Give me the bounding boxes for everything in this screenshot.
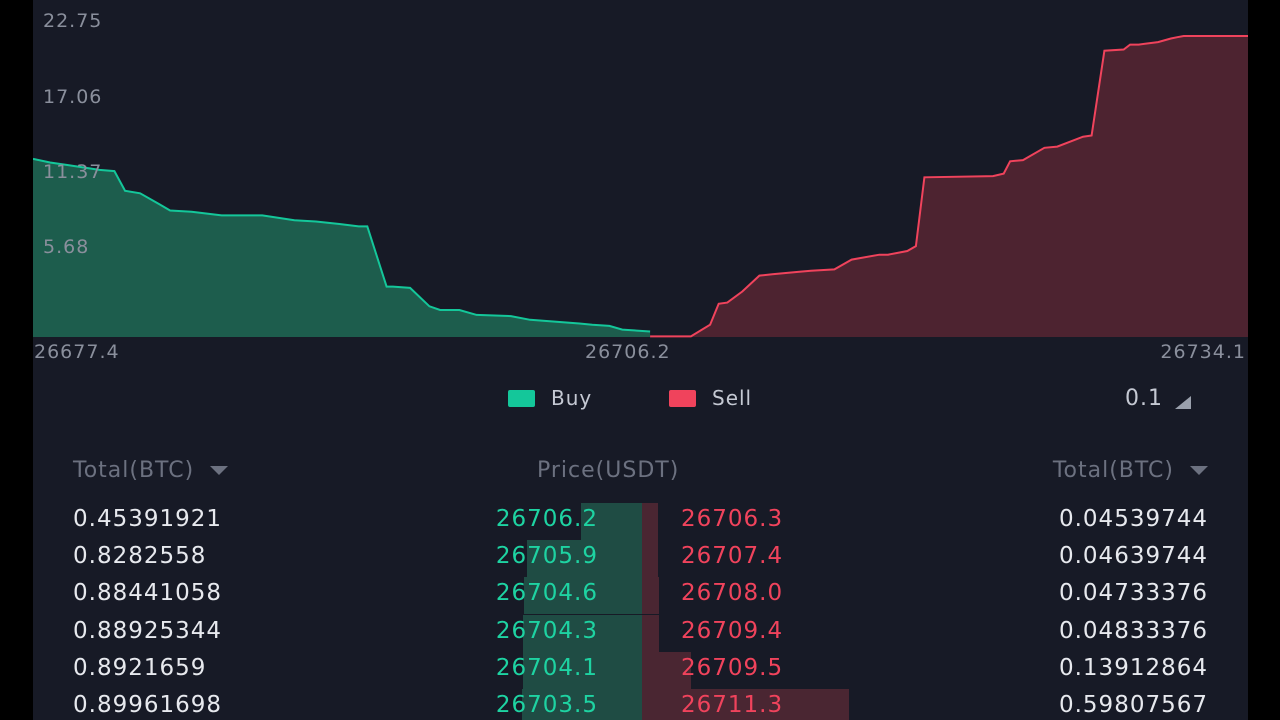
order-book-row[interactable]: 0.88441058 26704.6 26708.0 0.04733376 bbox=[33, 577, 1248, 615]
sell-price-cell: 26709.5 bbox=[681, 654, 784, 681]
x-tick-label: 26734.1 bbox=[1160, 341, 1246, 363]
buy-price-cell: 26706.2 bbox=[495, 506, 598, 532]
sell-depth-bar bbox=[642, 689, 849, 720]
sell-depth-bar bbox=[642, 614, 659, 652]
sell-price-cell: 26708.0 bbox=[681, 580, 784, 607]
sell-total-cell: 0.04833376 bbox=[1058, 617, 1208, 644]
price-header: Price(USDT) bbox=[537, 458, 679, 483]
sell-depth-line bbox=[650, 35, 1248, 338]
sell-price-cell: 26711.3 bbox=[681, 692, 784, 718]
order-book-row[interactable]: 0.8282558 26705.9 26707.4 0.04639744 bbox=[33, 540, 1248, 578]
buy-price-cell: 26704.1 bbox=[495, 654, 598, 681]
sell-total-header-label: Total(BTC) bbox=[1052, 458, 1174, 483]
buy-depth-area bbox=[33, 158, 651, 337]
y-tick-label: 11.37 bbox=[43, 161, 103, 183]
sell-depth-bar bbox=[642, 651, 691, 689]
x-tick-label: 26677.4 bbox=[34, 341, 120, 363]
y-tick-label: 5.68 bbox=[43, 236, 90, 258]
buy-total-header[interactable]: Total(BTC) bbox=[73, 458, 229, 483]
sell-depth-area bbox=[650, 36, 1248, 337]
legend-buy[interactable]: Buy bbox=[508, 386, 592, 410]
buy-depth-bar bbox=[581, 503, 642, 540]
x-tick-label: 26706.2 bbox=[585, 341, 671, 363]
sell-total-cell: 0.13912864 bbox=[1058, 654, 1208, 681]
buy-depth-bar bbox=[522, 651, 642, 689]
order-book-row[interactable]: 0.88925344 26704.3 26709.4 0.04833376 bbox=[33, 614, 1248, 652]
precision-value: 0.1 bbox=[1125, 386, 1163, 411]
order-book-row[interactable]: 0.45391921 26706.2 26706.3 0.04539744 bbox=[33, 503, 1248, 540]
buy-total-cell: 0.45391921 bbox=[73, 506, 223, 532]
sell-total-cell: 0.59807567 bbox=[1058, 692, 1208, 718]
sell-total-cell: 0.04733376 bbox=[1058, 580, 1208, 607]
depth-chart-screen: 22.75 17.06 11.37 5.68 26677.4 26706.2 2… bbox=[33, 0, 1248, 720]
precision-selector[interactable]: 0.1 bbox=[1125, 386, 1191, 411]
sell-price-cell: 26709.4 bbox=[681, 617, 784, 644]
triangle-down-icon bbox=[1175, 396, 1191, 409]
buy-total-cell: 0.89961698 bbox=[73, 692, 223, 718]
buy-price-cell: 26704.6 bbox=[495, 580, 598, 607]
price-header-label: Price(USDT) bbox=[537, 458, 680, 483]
buy-total-cell: 0.88925344 bbox=[73, 617, 223, 644]
sell-price-cell: 26707.4 bbox=[681, 543, 784, 570]
caret-down-icon bbox=[1190, 466, 1208, 475]
buy-depth-bar bbox=[521, 689, 642, 720]
depth-chart[interactable] bbox=[33, 0, 1248, 345]
buy-total-header-label: Total(BTC) bbox=[73, 458, 195, 483]
buy-price-cell: 26704.3 bbox=[495, 617, 598, 644]
sell-total-header[interactable]: Total(BTC) bbox=[1053, 458, 1208, 483]
buy-total-cell: 0.8282558 bbox=[73, 543, 207, 570]
sell-depth-bar bbox=[642, 540, 659, 578]
buy-depth-bar bbox=[523, 577, 642, 615]
sell-depth-bar bbox=[642, 577, 659, 615]
buy-depth-bar bbox=[526, 540, 642, 578]
sell-total-cell: 0.04539744 bbox=[1058, 506, 1208, 532]
y-tick-label: 17.06 bbox=[43, 86, 103, 108]
buy-depth-line bbox=[33, 157, 651, 333]
sell-price-cell: 26706.3 bbox=[681, 506, 784, 532]
sell-total-cell: 0.04639744 bbox=[1058, 543, 1208, 570]
order-book-row[interactable]: 0.8921659 26704.1 26709.5 0.13912864 bbox=[33, 651, 1248, 689]
sell-swatch bbox=[669, 389, 696, 407]
buy-price-cell: 26705.9 bbox=[495, 543, 598, 570]
buy-total-cell: 0.8921659 bbox=[73, 654, 207, 681]
buy-total-cell: 0.88441058 bbox=[73, 580, 223, 607]
order-book-row[interactable]: 0.89961698 26703.5 26711.3 0.59807567 bbox=[33, 689, 1248, 720]
buy-price-cell: 26703.5 bbox=[495, 692, 598, 718]
y-tick-label: 22.75 bbox=[43, 10, 103, 32]
caret-down-icon bbox=[210, 466, 229, 475]
legend-sell[interactable]: Sell bbox=[669, 386, 752, 410]
legend-buy-label: Buy bbox=[551, 386, 593, 410]
buy-depth-bar bbox=[522, 614, 642, 652]
buy-swatch bbox=[508, 389, 535, 407]
sell-depth-bar bbox=[642, 503, 659, 540]
legend-sell-label: Sell bbox=[712, 386, 753, 410]
